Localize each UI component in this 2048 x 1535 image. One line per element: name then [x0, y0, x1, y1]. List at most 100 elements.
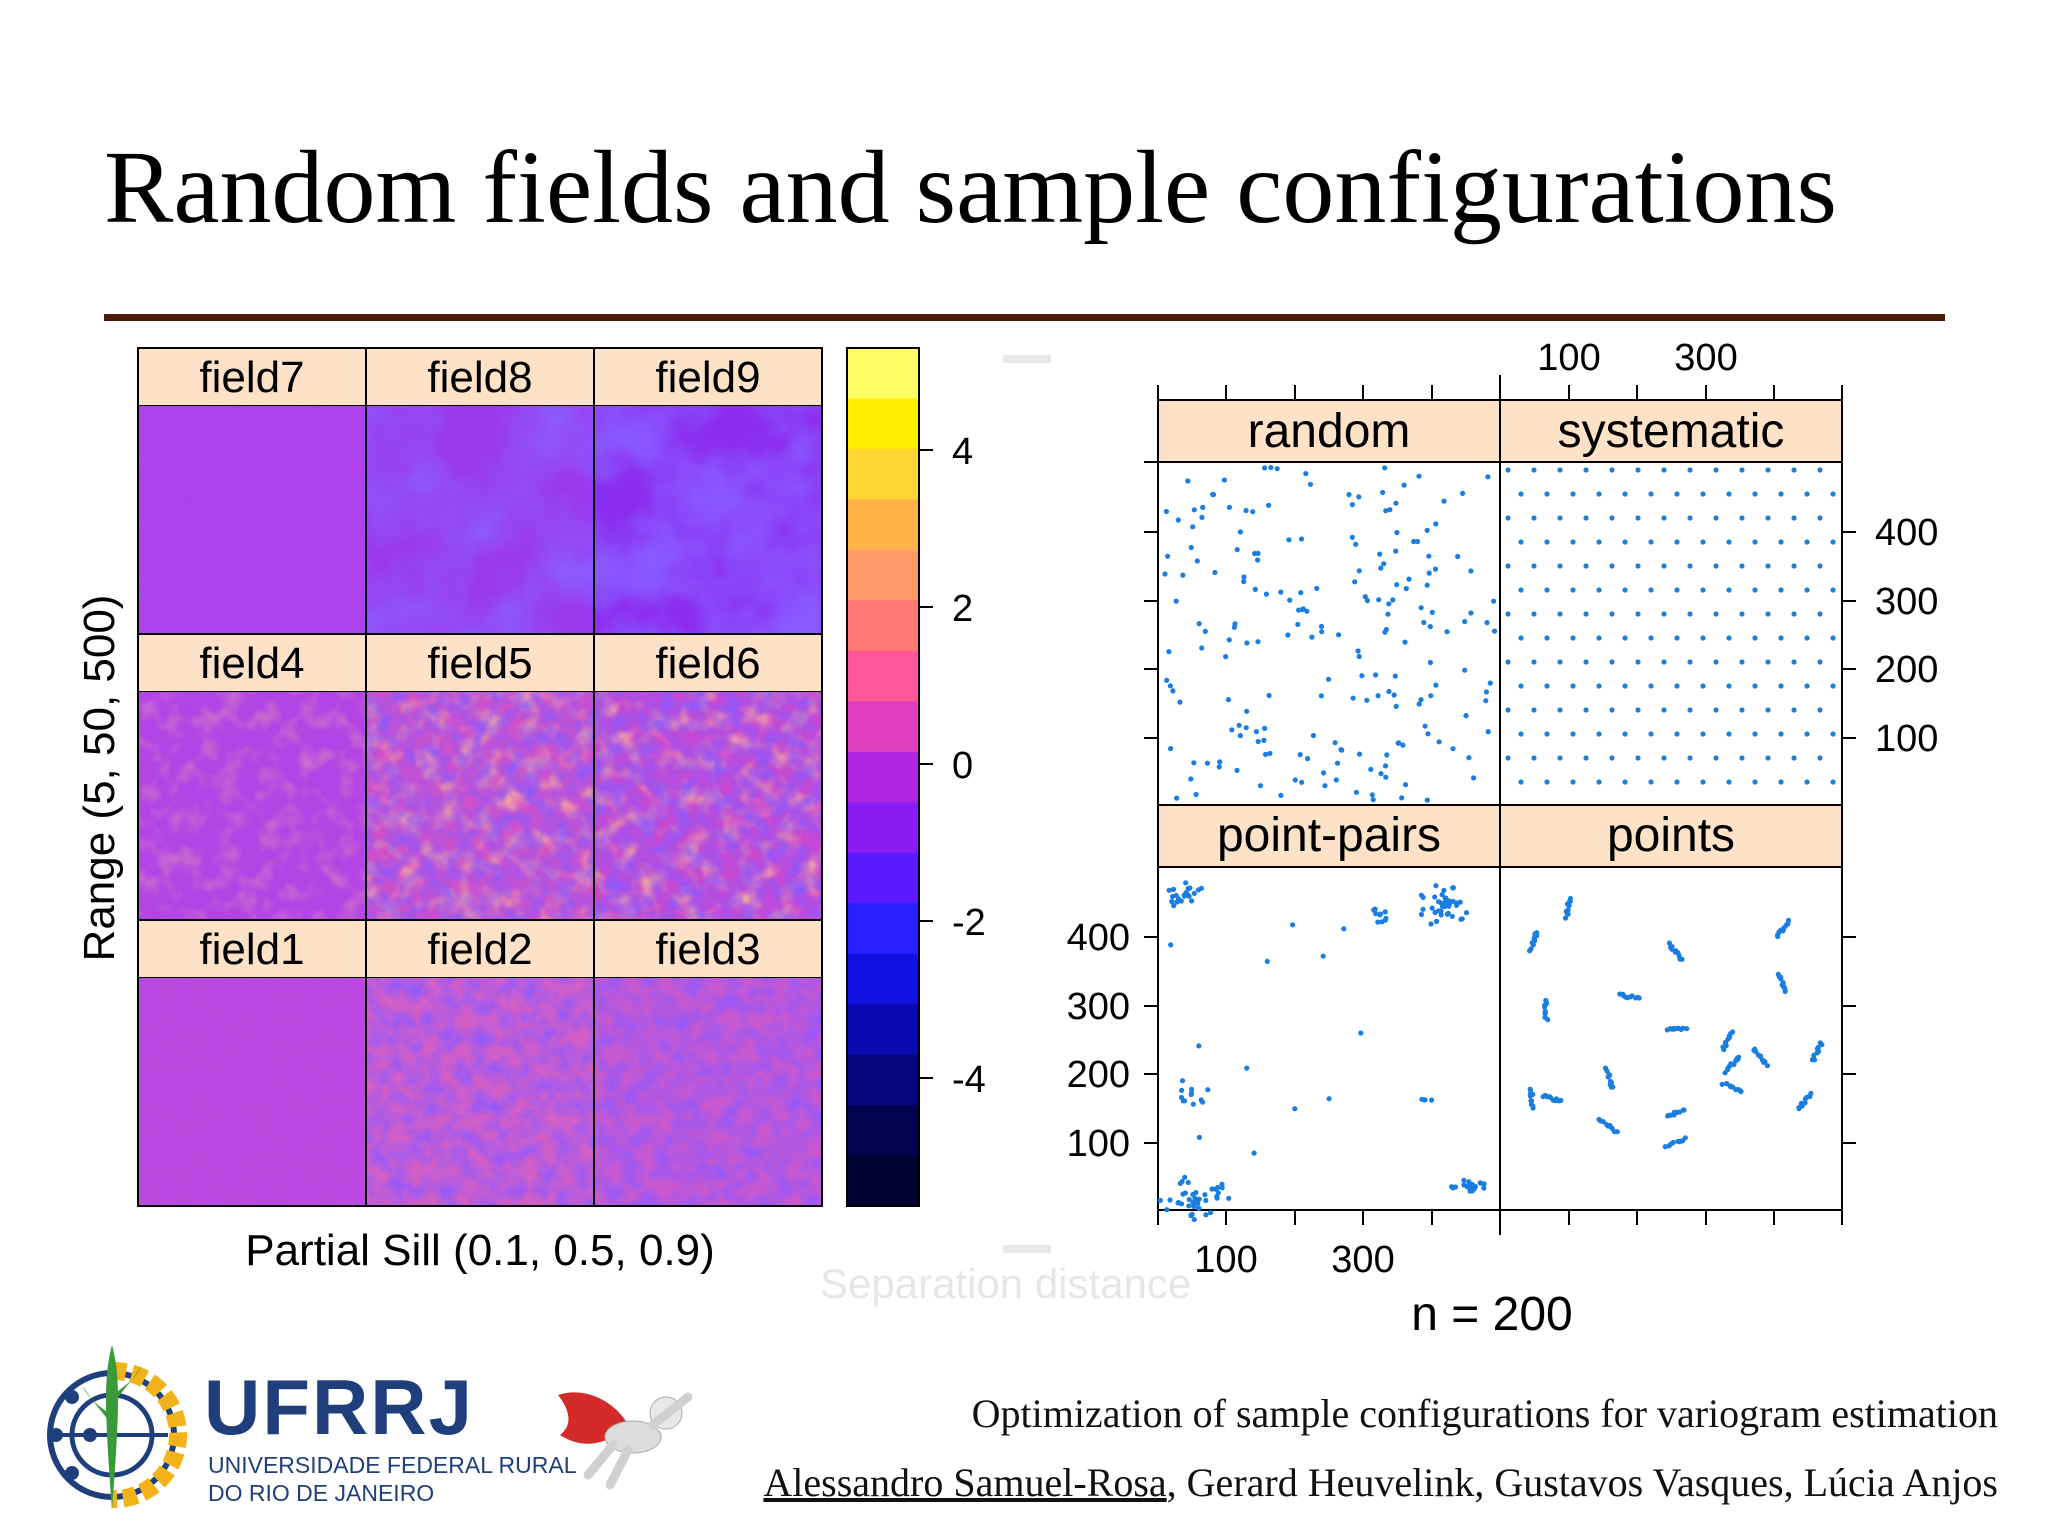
- sample-point: [1262, 725, 1268, 731]
- sample-point: [1481, 1181, 1487, 1187]
- sample-point: [1463, 713, 1469, 719]
- sample-point: [1179, 1087, 1185, 1093]
- sample-point: [1684, 1026, 1690, 1032]
- sample-point: [1382, 465, 1388, 471]
- sample-point: [1531, 659, 1537, 665]
- sample-point: [1195, 1205, 1201, 1211]
- sample-point: [1226, 637, 1232, 643]
- sample-point: [1830, 539, 1836, 545]
- sample-point: [1226, 1195, 1232, 1201]
- panel-systematic: [1499, 461, 1843, 806]
- sample-point: [1296, 607, 1302, 613]
- sample-point: [1385, 611, 1391, 617]
- sample-point: [1236, 722, 1242, 728]
- sample-point: [1438, 908, 1444, 914]
- colorbar-band: [847, 1155, 919, 1207]
- sample-point: [1466, 755, 1472, 761]
- sample-point: [1583, 659, 1589, 665]
- sample-point: [1183, 880, 1189, 886]
- title-rule: [104, 314, 1945, 321]
- sample-point: [1687, 611, 1693, 617]
- sample-point: [1661, 659, 1667, 665]
- sample-point: [1596, 731, 1602, 737]
- sample-point: [1429, 609, 1435, 615]
- sample-point: [1349, 502, 1355, 508]
- sample-point: [1177, 699, 1183, 705]
- sample-point: [1796, 1106, 1802, 1112]
- sample-point: [1383, 915, 1389, 921]
- sample-point: [1752, 683, 1758, 689]
- sample-point: [1804, 491, 1810, 497]
- sample-point: [1427, 624, 1433, 630]
- sample-point: [1713, 515, 1719, 521]
- sample-point: [1234, 547, 1240, 553]
- sample-point: [1450, 1185, 1456, 1191]
- sample-point: [1377, 912, 1383, 918]
- sample-point: [1196, 1043, 1202, 1049]
- sample-point: [1368, 766, 1374, 772]
- sample-point: [1736, 1054, 1742, 1060]
- sample-point: [1518, 491, 1524, 497]
- sample-point: [1778, 635, 1784, 641]
- sample-point: [1700, 635, 1706, 641]
- colorbar-band: [847, 1004, 919, 1056]
- sample-point: [1353, 541, 1359, 547]
- sample-point: [1199, 645, 1205, 651]
- sample-point: [1241, 578, 1247, 585]
- sample-point: [1726, 683, 1732, 689]
- sample-point: [1557, 755, 1563, 761]
- sample-point: [1713, 755, 1719, 761]
- sample-point: [1674, 635, 1680, 641]
- sample-point: [1778, 731, 1784, 737]
- sample-point: [1752, 635, 1758, 641]
- sample-point: [1687, 755, 1693, 761]
- sample-point: [1778, 683, 1784, 689]
- map-field2: [366, 978, 594, 1206]
- ghost-dash: [1003, 1245, 1051, 1253]
- sample-point: [1257, 783, 1264, 789]
- sample-point: [1680, 1107, 1687, 1113]
- sample-point: [1214, 1195, 1220, 1201]
- sample-point: [1416, 473, 1422, 479]
- sample-point: [1266, 692, 1272, 699]
- sample-point: [1609, 659, 1615, 665]
- sample-point: [1700, 731, 1706, 737]
- sample-point: [1752, 587, 1758, 593]
- sample-point: [1450, 746, 1456, 752]
- map-field6: [594, 692, 822, 920]
- sample-point: [1802, 1096, 1808, 1102]
- sample-point: [1303, 471, 1309, 477]
- sample-point: [1182, 1190, 1188, 1196]
- sample-point: [1570, 539, 1576, 545]
- sample-point: [1830, 779, 1836, 785]
- sample-point: [1267, 750, 1273, 757]
- sample-point: [1241, 574, 1247, 580]
- sample-point: [1446, 898, 1452, 904]
- sample-point: [1314, 585, 1320, 591]
- sample-point: [1454, 902, 1460, 908]
- sample-point: [1424, 527, 1430, 533]
- sample-point: [1713, 659, 1719, 665]
- sample-point: [1531, 755, 1537, 761]
- sample-point: [1765, 659, 1771, 665]
- sample-point: [1449, 913, 1455, 919]
- sample-point: [1674, 731, 1680, 737]
- sample-point: [1325, 676, 1332, 682]
- sample-point: [1562, 915, 1569, 921]
- sample-point: [1530, 1105, 1536, 1111]
- sample-point: [1292, 1106, 1298, 1112]
- sample-point: [1177, 1180, 1183, 1186]
- sample-point: [1804, 779, 1810, 785]
- sample-point: [1518, 683, 1524, 689]
- strip-label-field7: field7: [199, 353, 304, 402]
- sample-point: [1622, 539, 1628, 545]
- sample-point: [1544, 635, 1550, 641]
- sample-point: [1174, 795, 1180, 801]
- sample-point: [1661, 755, 1667, 761]
- sample-point: [1336, 632, 1342, 638]
- random-field-figure: field7 field8 field9 field4 field5 field…: [75, 347, 986, 1275]
- sample-point: [1527, 948, 1533, 954]
- sample-point: [1441, 498, 1447, 504]
- sample-point: [1210, 491, 1216, 498]
- sample-point: [1264, 958, 1270, 965]
